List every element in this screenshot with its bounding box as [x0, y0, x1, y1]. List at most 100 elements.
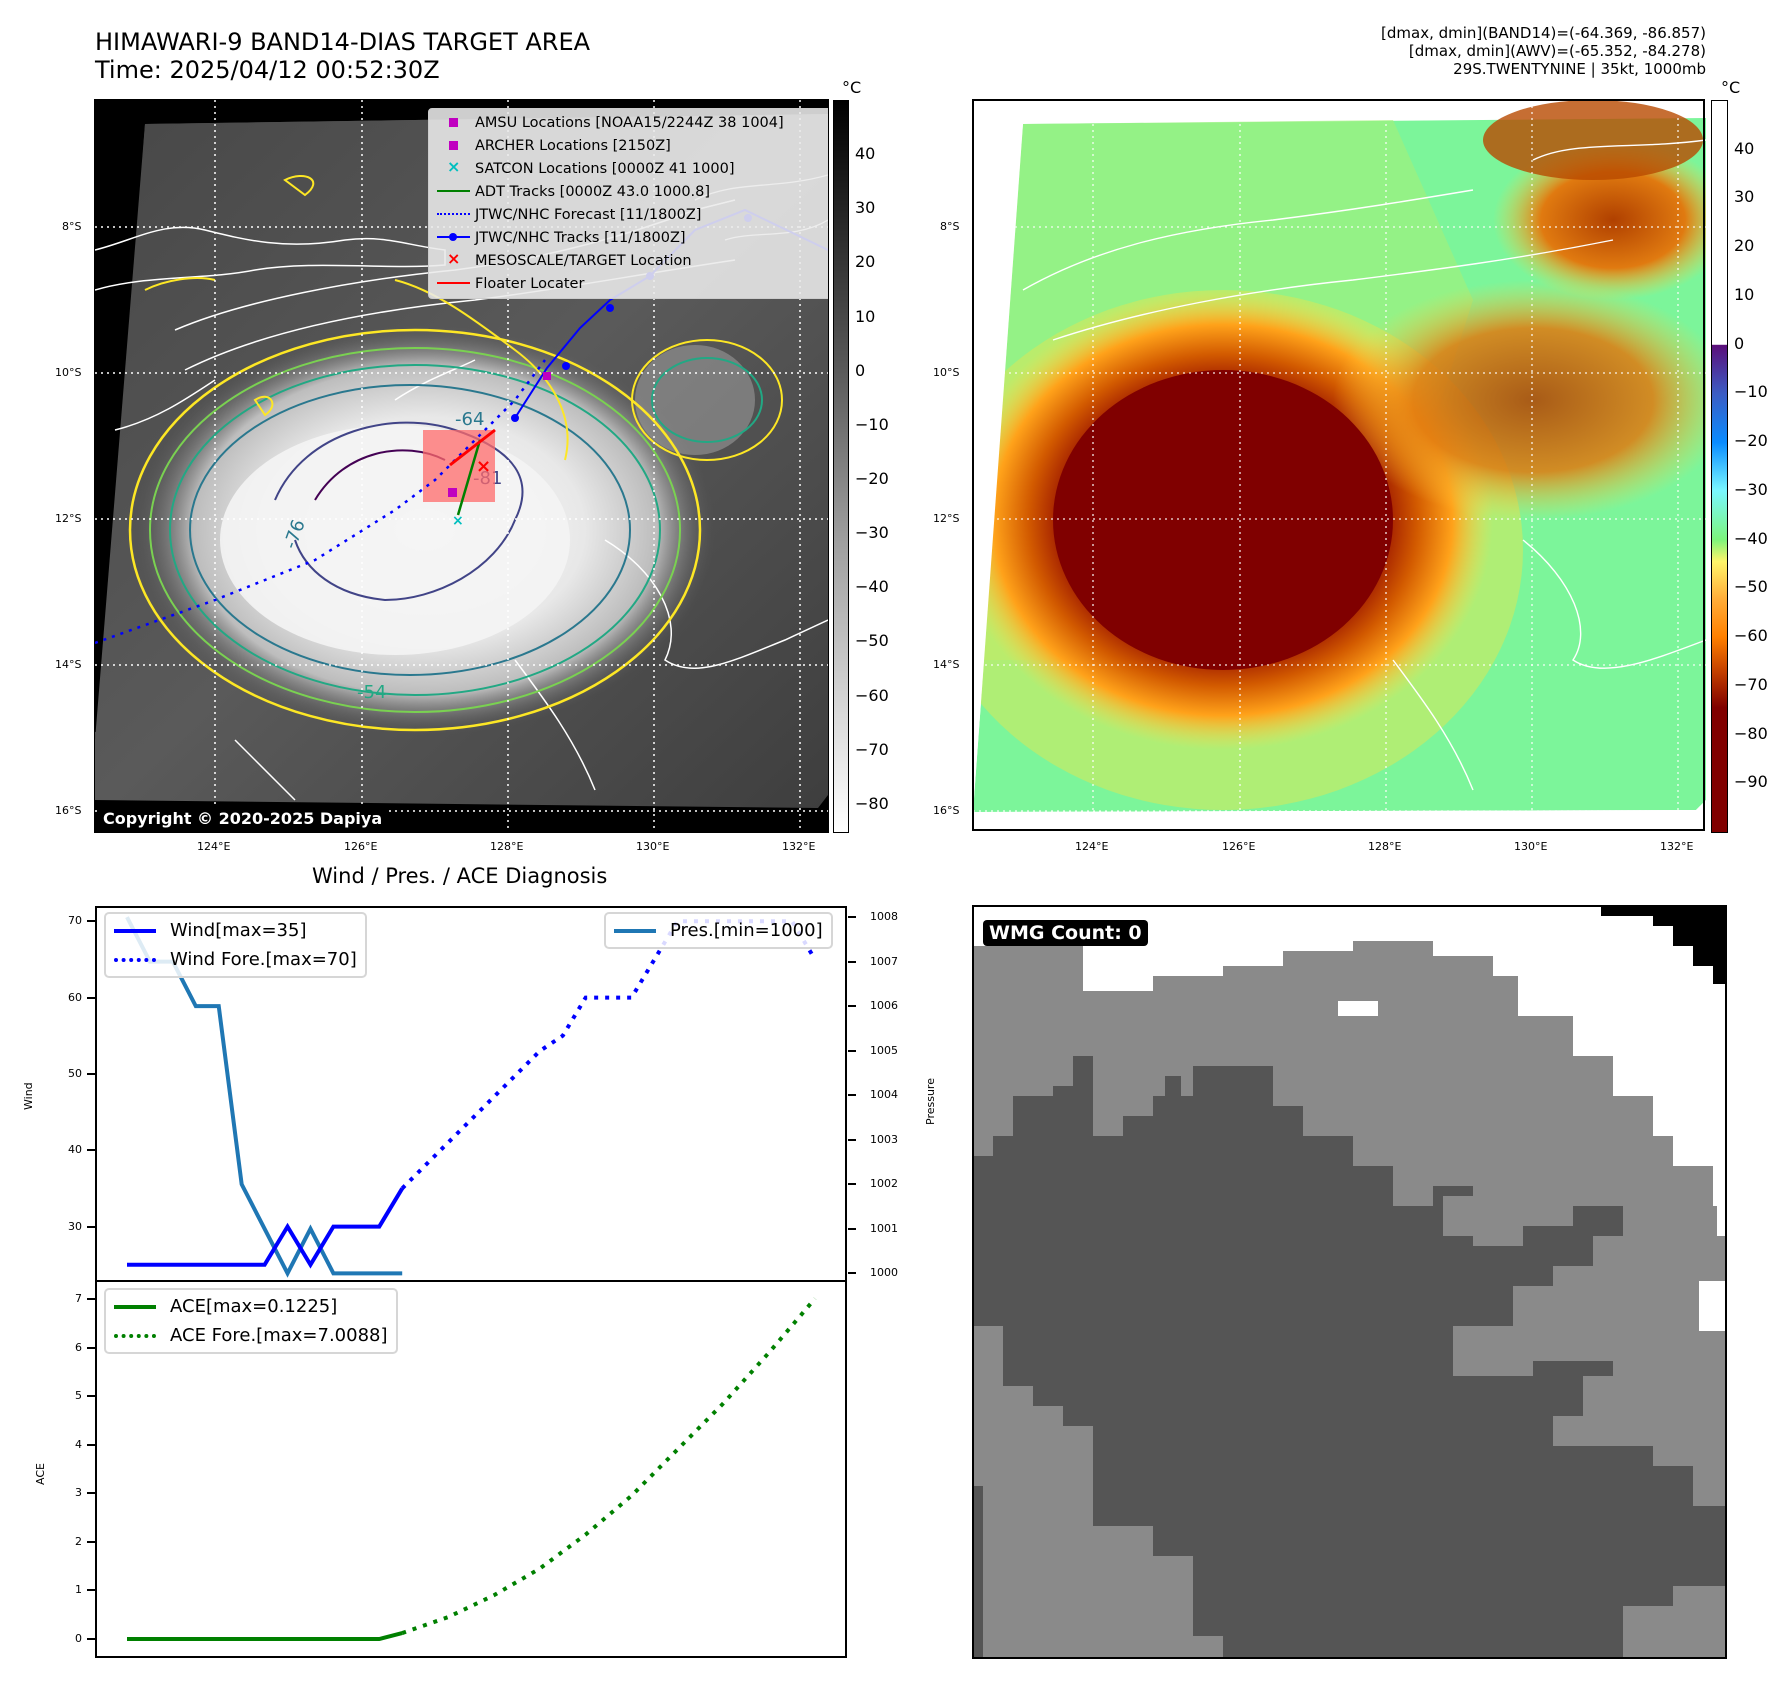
- contour-label-54: -54: [357, 682, 386, 703]
- y-tick-mark: [848, 1005, 856, 1008]
- y-tick-label: 60: [68, 990, 82, 1004]
- y-tick-label: 1: [75, 1583, 82, 1597]
- colorbar-tick: 10: [855, 306, 876, 326]
- pressure-axis-label: Pressure: [924, 1078, 937, 1125]
- awv-colorbar[interactable]: [1711, 100, 1728, 833]
- wind-forecast-line: [400, 919, 817, 1190]
- colorbar-tick: 30: [1734, 187, 1755, 207]
- y-tick-label: 4: [75, 1437, 82, 1451]
- colorbar-tick: −70: [855, 739, 889, 759]
- figure-title: HIMAWARI-9 BAND14-DIAS TARGET AREA: [95, 28, 591, 56]
- y-tick-mark: [848, 1138, 856, 1141]
- lon-tick: 124°E: [197, 840, 231, 853]
- y-tick-label: 30: [68, 1219, 82, 1233]
- line-icon: [437, 190, 470, 192]
- y-tick-label: 1004: [870, 1088, 898, 1102]
- legend-label: ARCHER Locations [2150Z]: [475, 137, 671, 154]
- wmg-count-badge: WMG Count: 0: [983, 920, 1148, 946]
- lat-tick: 14°S: [933, 658, 960, 671]
- legend-item-wind: Wind[max=35]: [106, 916, 365, 945]
- y-tick-label: 70: [68, 914, 82, 928]
- colorbar-tick: −20: [855, 469, 889, 489]
- legend-item-jtwc-forecast: JTWC/NHC Forecast [11/1800Z]: [435, 203, 828, 226]
- y-tick-label: 7: [75, 1292, 82, 1305]
- lat-tick: 14°S: [55, 658, 82, 671]
- colorbar-tick: 30: [855, 198, 876, 218]
- legend-item-satcon: × SATCON Locations [0000Z 41 1000]: [435, 157, 828, 180]
- y-tick-label: 1003: [870, 1132, 898, 1146]
- ace-line: [127, 1631, 403, 1641]
- y-tick-mark: [848, 1183, 856, 1186]
- lat-tick: 12°S: [55, 512, 82, 525]
- colorbar-tick: 0: [1734, 333, 1745, 353]
- colorbar-unit: °C: [1721, 78, 1741, 97]
- y-tick-mark: [848, 1094, 856, 1097]
- legend-item-archer: ARCHER Locations [2150Z]: [435, 134, 828, 157]
- wmg-panel: WMG Count: 0: [973, 906, 1726, 1658]
- lat-tick: 8°S: [940, 220, 960, 233]
- y-tick-mark: [848, 960, 856, 963]
- x-marker-icon: ×: [447, 157, 461, 176]
- lon-tick: 128°E: [1368, 840, 1402, 853]
- y-tick-mark: [87, 920, 95, 923]
- dotted-line-icon: [114, 958, 156, 962]
- legend-label: ACE[max=0.1225]: [170, 1296, 338, 1317]
- dotted-line-icon: [437, 213, 470, 215]
- y-tick-label: 1002: [870, 1177, 898, 1191]
- colorbar-tick: −50: [1734, 577, 1768, 597]
- wind-line: [127, 1187, 404, 1269]
- x-marker-icon: ×: [447, 249, 461, 268]
- dot-marker-icon: [449, 233, 457, 241]
- colorbar-tick: 10: [1734, 284, 1755, 304]
- legend-label: ADT Tracks [0000Z 43.0 1000.8]: [475, 183, 711, 200]
- line-icon: [114, 1305, 156, 1309]
- lon-tick: 130°E: [1514, 840, 1548, 853]
- jtwc-forecast-track: [95, 359, 546, 645]
- line-icon: [114, 929, 156, 933]
- y-tick-mark: [87, 1492, 95, 1495]
- colorbar-unit: °C: [842, 78, 862, 97]
- legend-label: Wind Fore.[max=70]: [170, 949, 357, 970]
- ace-forecast-line: [401, 1297, 817, 1635]
- y-tick-mark: [87, 996, 95, 999]
- square-marker-icon: [449, 118, 458, 127]
- awv-map-image: [973, 100, 1706, 832]
- legend-item-floater: Floater Locater: [435, 272, 828, 295]
- figure-time: Time: 2025/04/12 00:52:30Z: [95, 56, 440, 84]
- colorbar-tick: −70: [1734, 674, 1768, 694]
- svg-text:×: ×: [452, 513, 464, 529]
- y-tick-mark: [87, 1072, 95, 1075]
- y-tick-label: 1006: [870, 999, 898, 1013]
- y-tick-mark: [87, 1149, 95, 1152]
- colorbar-tick: 20: [855, 252, 876, 272]
- y-tick-label: 1005: [870, 1043, 898, 1057]
- legend-label: SATCON Locations [0000Z 41 1000]: [475, 160, 735, 177]
- lon-tick: 128°E: [490, 840, 524, 853]
- wind-legend: Wind[max=35] Wind Fore.[max=70]: [104, 912, 367, 978]
- colorbar-tick: −30: [1734, 479, 1768, 499]
- y-tick-mark: [87, 1346, 95, 1349]
- y-tick-mark: [87, 1638, 95, 1640]
- colorbar-tick: −40: [1734, 528, 1768, 548]
- info-block: [dmax, dmin](BAND14)=(-64.369, -86.857) …: [1381, 24, 1706, 78]
- colorbar-tick: −10: [1734, 382, 1768, 402]
- y-tick-label: 40: [68, 1143, 82, 1157]
- line-icon: [614, 929, 656, 933]
- colorbar-tick: −90: [1734, 772, 1768, 792]
- band14-colorbar[interactable]: [833, 100, 849, 833]
- y-tick-mark: [87, 1298, 95, 1300]
- lat-tick: 16°S: [55, 804, 82, 817]
- target-marker: ×: [476, 456, 491, 477]
- lon-tick: 124°E: [1075, 840, 1109, 853]
- y-tick-label: 5: [75, 1389, 82, 1403]
- legend-label: AMSU Locations [NOAA15/2244Z 38 1004]: [475, 114, 784, 131]
- legend-item-amsu: AMSU Locations [NOAA15/2244Z 38 1004]: [435, 111, 828, 134]
- y-tick-mark: [87, 1589, 95, 1592]
- colorbar-tick: 40: [1734, 138, 1755, 158]
- colorbar-tick: −60: [855, 685, 889, 705]
- colorbar-tick: −30: [855, 523, 889, 543]
- copyright-badge: Copyright © 2020-2025 Dapiya: [97, 807, 389, 831]
- lon-tick: 126°E: [344, 840, 378, 853]
- y-tick-label: 3: [75, 1486, 82, 1500]
- lat-tick: 8°S: [62, 220, 82, 233]
